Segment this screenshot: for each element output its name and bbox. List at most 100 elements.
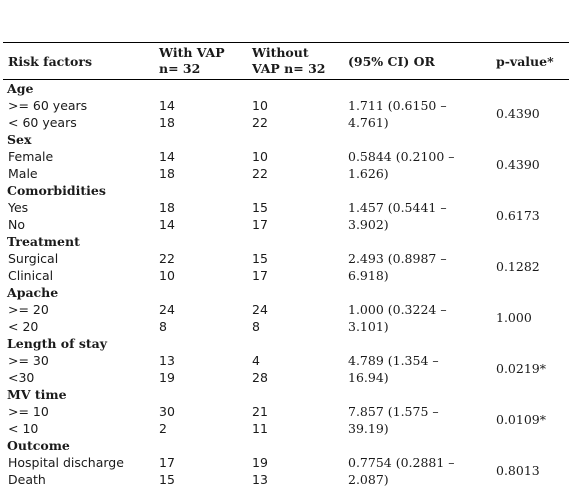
with-vap-count: 17 — [159, 455, 175, 470]
row-label: >= 60 years — [8, 98, 88, 113]
p-value: 0.8013 — [496, 463, 540, 478]
without-vap-count: 11 — [252, 421, 268, 436]
table-body: Age >= 60 years 14 10 < 60 years 18 22 1.711 (0… — [3, 80, 569, 488]
table-row: >= 60 years 14 10 — [3, 97, 569, 114]
header-without-vap: Without VAP n= 32 — [252, 45, 326, 77]
header-risk-factors: Risk factors — [8, 54, 93, 69]
without-vap-count: 15 — [252, 251, 268, 266]
without-vap-count: 28 — [252, 370, 268, 385]
odds-ratio-ci-line2: 3.101) — [348, 319, 389, 334]
odds-ratio-ci-line1: 1.457 (0.5441 – — [348, 200, 447, 215]
p-value: 0.1282 — [496, 259, 540, 274]
table-header: Risk factors With VAP n= 32 Without VAP … — [3, 43, 569, 80]
row-label: >= 10 — [8, 404, 49, 419]
group-comorbidities: Comorbidities Yes 18 15 No 14 17 1.457 (0.5441 … — [3, 182, 569, 233]
header-ci-or: (95% CI) OR — [348, 54, 435, 69]
odds-ratio-ci-line2: 6.918) — [348, 268, 389, 283]
with-vap-count: 2 — [159, 421, 167, 436]
row-label: < 60 years — [8, 115, 77, 130]
odds-ratio-ci-line1: 2.493 (0.8987 – — [348, 251, 447, 266]
group-title: MV time — [7, 387, 67, 402]
with-vap-count: 18 — [159, 115, 175, 130]
group-treatment: Treatment Surgical 22 15 Clinical 10 17 2.493 (… — [3, 233, 569, 284]
group-title: Treatment — [7, 234, 80, 249]
group-length-of-stay: Length of stay >= 30 13 4 <30 19 28 4.789 (1.35… — [3, 335, 569, 386]
without-vap-count: 15 — [252, 200, 268, 215]
header-with-vap-line1: With VAP — [159, 45, 225, 60]
with-vap-count: 10 — [159, 268, 175, 283]
odds-ratio-ci-line2: 1.626) — [348, 166, 389, 181]
row-label: Male — [8, 166, 38, 181]
table-row: Death 15 13 — [3, 471, 569, 488]
row-label: <30 — [8, 370, 35, 385]
odds-ratio-ci-line1: 0.5844 (0.2100 – — [348, 149, 455, 164]
header-with-vap-line2: n= 32 — [159, 61, 201, 76]
group-outcome: Outcome Hospital discharge 17 19 Death 15 13 0.… — [3, 437, 569, 488]
row-label: >= 20 — [8, 302, 49, 317]
header-without-vap-line1: Without — [252, 45, 309, 60]
group-title: Comorbidities — [7, 183, 106, 198]
p-value: 0.0219* — [496, 361, 546, 376]
p-value: 0.6173 — [496, 208, 540, 223]
with-vap-count: 24 — [159, 302, 175, 317]
with-vap-count: 15 — [159, 472, 175, 487]
odds-ratio-ci-line2: 16.94) — [348, 370, 389, 385]
row-label: Death — [8, 472, 46, 487]
odds-ratio-ci-line1: 1.000 (0.3224 – — [348, 302, 447, 317]
row-label: < 20 — [8, 319, 39, 334]
table-row: >= 20 24 24 — [3, 301, 569, 318]
odds-ratio-ci-line1: 0.7754 (0.2881 – — [348, 455, 455, 470]
table-row: Female 14 10 — [3, 148, 569, 165]
table-row: Hospital discharge 17 19 — [3, 454, 569, 471]
row-label: >= 30 — [8, 353, 49, 368]
without-vap-count: 17 — [252, 268, 268, 283]
table-row: Clinical 10 17 — [3, 267, 569, 284]
table-row: <30 19 28 — [3, 369, 569, 386]
row-label: Surgical — [8, 251, 59, 266]
without-vap-count: 4 — [252, 353, 260, 368]
odds-ratio-ci-line2: 4.761) — [348, 115, 389, 130]
group-mv-time: MV time >= 10 30 21 < 10 2 11 7.857 (1.575 – 39.… — [3, 386, 569, 437]
p-value: 0.4390 — [496, 157, 540, 172]
odds-ratio-ci-line1: 1.711 (0.6150 – — [348, 98, 447, 113]
without-vap-count: 21 — [252, 404, 268, 419]
header-p-value: p-value* — [496, 54, 554, 69]
with-vap-count: 18 — [159, 200, 175, 215]
row-label: No — [8, 217, 25, 232]
odds-ratio-ci-line1: 7.857 (1.575 – — [348, 404, 439, 419]
row-label: Hospital discharge — [8, 455, 124, 470]
with-vap-count: 14 — [159, 149, 175, 164]
with-vap-count: 22 — [159, 251, 175, 266]
row-label: Female — [8, 149, 54, 164]
with-vap-count: 14 — [159, 217, 175, 232]
group-title: Apache — [7, 285, 59, 300]
with-vap-count: 14 — [159, 98, 175, 113]
with-vap-count: 8 — [159, 319, 167, 334]
with-vap-count: 19 — [159, 370, 175, 385]
header-without-vap-line2: VAP n= 32 — [252, 61, 326, 76]
table-row: >= 10 30 21 — [3, 403, 569, 420]
group-title: Outcome — [7, 438, 70, 453]
table-row: < 20 8 8 — [3, 318, 569, 335]
row-label: Clinical — [8, 268, 54, 283]
group-title: Age — [7, 81, 34, 96]
p-value: 0.0109* — [496, 412, 546, 427]
table-row: Surgical 22 15 — [3, 250, 569, 267]
without-vap-count: 22 — [252, 166, 268, 181]
row-label: Yes — [8, 200, 29, 215]
group-age: Age >= 60 years 14 10 < 60 years 18 22 1.711 (0… — [3, 80, 569, 131]
group-title: Length of stay — [7, 336, 108, 351]
with-vap-count: 13 — [159, 353, 175, 368]
p-value: 1.000 — [496, 310, 532, 325]
table-row: Yes 18 15 — [3, 199, 569, 216]
odds-ratio-ci-line2: 3.902) — [348, 217, 389, 232]
without-vap-count: 13 — [252, 472, 268, 487]
odds-ratio-ci-line1: 4.789 (1.354 – — [348, 353, 439, 368]
with-vap-count: 18 — [159, 166, 175, 181]
without-vap-count: 8 — [252, 319, 260, 334]
odds-ratio-ci-line2: 2.087) — [348, 472, 389, 487]
without-vap-count: 22 — [252, 115, 268, 130]
table-row: >= 30 13 4 — [3, 352, 569, 369]
without-vap-count: 19 — [252, 455, 268, 470]
group-title: Sex — [7, 132, 32, 147]
